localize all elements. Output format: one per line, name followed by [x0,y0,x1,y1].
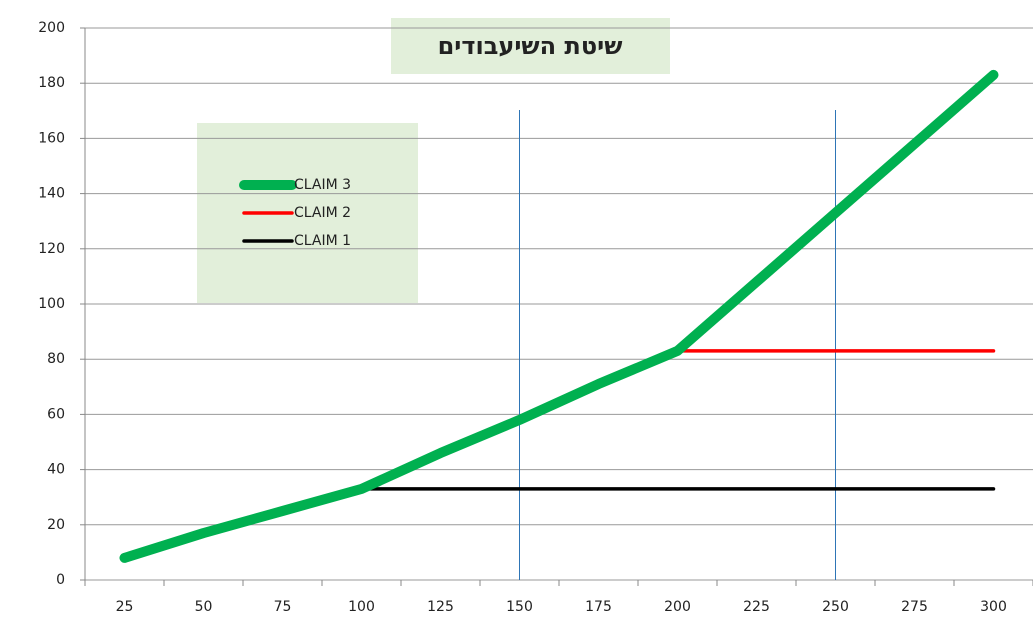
x-tick-label: 300 [980,599,1007,615]
x-tick-label: 200 [664,599,691,615]
y-tick-label: 40 [47,462,65,478]
y-tick-label: 200 [38,20,65,36]
x-tick-label: 125 [427,599,454,615]
y-tick-label: 100 [38,296,65,312]
y-tick-label: 60 [47,406,65,422]
y-tick-label: 120 [38,241,65,257]
x-tick-label: 275 [901,599,928,615]
x-tick-label: 75 [274,599,292,615]
legend-label: CLAIM 2 [294,205,351,221]
y-tick-label: 180 [38,75,65,91]
x-tick-label: 225 [743,599,770,615]
y-tick-label: 140 [38,186,65,202]
y-tick-label: 0 [56,572,65,588]
legend-label: CLAIM 3 [294,177,351,193]
chart-title: שיטת השיעבודים [438,32,623,60]
series-line [119,69,999,563]
x-tick-label: 175 [585,599,612,615]
x-tick-label: 50 [195,599,213,615]
x-tick-label: 100 [348,599,375,615]
x-tick-label: 150 [506,599,533,615]
legend-label: CLAIM 1 [294,233,351,249]
title-box [391,18,670,74]
legend-box [197,123,418,303]
x-tick-label: 250 [822,599,849,615]
y-tick-label: 160 [38,130,65,146]
y-tick-label: 80 [47,351,65,367]
y-tick-label: 20 [47,517,65,533]
x-tick-label: 25 [116,599,134,615]
